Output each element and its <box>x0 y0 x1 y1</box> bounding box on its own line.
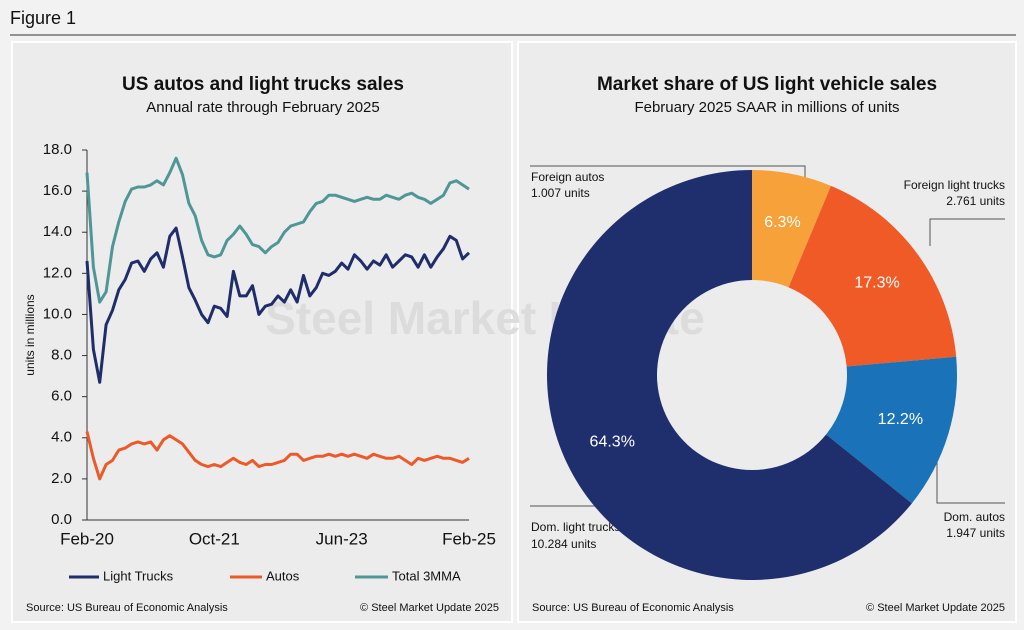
donut-slice <box>826 356 957 504</box>
chart-title: US autos and light trucks sales <box>122 74 404 95</box>
slice-units: 10.284 units <box>531 537 596 551</box>
left-panel <box>11 41 513 623</box>
figure-label: Figure 1 <box>10 8 76 28</box>
series-line <box>85 431 470 481</box>
y-tick-label: 18.0 <box>43 141 72 158</box>
value-label: 64.3% <box>590 433 635 450</box>
value-label: 12.2% <box>878 411 923 428</box>
leader-line <box>929 218 1005 246</box>
y-tick-label: 2.0 <box>51 470 72 487</box>
leader-line <box>936 460 1005 504</box>
slice-label: Dom. light trucks <box>531 520 620 534</box>
slice-label: Foreign light trucks <box>904 178 1005 192</box>
legend-label: Autos <box>266 568 300 583</box>
slice-label: Dom. autos <box>944 510 1005 524</box>
x-tick-label: Feb-25 <box>442 529 496 548</box>
y-tick-label: 12.0 <box>43 264 72 281</box>
source: Source: US Bureau of Economic Analysis <box>532 602 734 614</box>
chart-subtitle: February 2025 SAAR in millions of units <box>634 99 899 116</box>
credit: © Steel Market Update 2025 <box>866 602 1005 614</box>
y-tick-label: 4.0 <box>51 429 72 446</box>
credit: © Steel Market Update 2025 <box>360 602 499 614</box>
legend-label: Total 3MMA <box>392 568 461 583</box>
y-tick-label: 8.0 <box>51 347 72 364</box>
slice-units: 2.761 units <box>946 194 1005 208</box>
x-tick-label: Jun-23 <box>316 529 368 548</box>
donut-slice <box>546 169 912 581</box>
y-tick-label: 14.0 <box>43 223 72 240</box>
slice-label: Foreign autos <box>531 170 604 184</box>
y-tick-label: 6.0 <box>51 388 72 405</box>
chart-subtitle: Annual rate through February 2025 <box>146 99 380 116</box>
y-tick-label: 0.0 <box>51 511 72 528</box>
value-label: 17.3% <box>854 275 899 292</box>
chart-title: Market share of US light vehicle sales <box>597 74 937 95</box>
y-tick-label: 16.0 <box>43 182 72 199</box>
donut-slice <box>788 185 957 367</box>
y-tick-label: 10.0 <box>43 305 72 322</box>
slice-units: 1.947 units <box>946 526 1005 540</box>
series-line <box>85 226 471 384</box>
y-axis-label: units in millions <box>23 294 37 375</box>
x-tick-label: Oct-21 <box>189 529 240 548</box>
series-line <box>85 156 470 304</box>
donut-slice <box>752 170 831 288</box>
source: Source: US Bureau of Economic Analysis <box>26 602 228 614</box>
legend-label: Light Trucks <box>103 568 174 583</box>
x-tick-label: Feb-20 <box>60 529 114 548</box>
value-label: 6.3% <box>764 214 800 231</box>
leader-line <box>530 165 806 178</box>
slice-units: 1.007 units <box>531 186 590 200</box>
